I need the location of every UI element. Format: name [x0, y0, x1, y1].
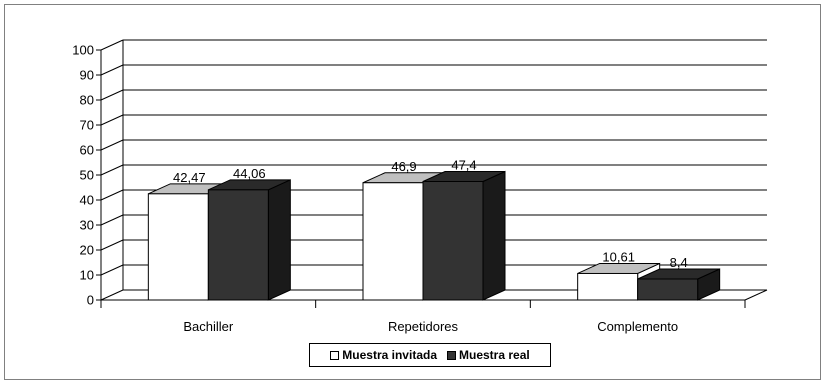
y-tick-label: 30: [80, 218, 94, 233]
x-tick-label: Complemento: [597, 319, 678, 334]
bar-front: [637, 278, 699, 301]
gridline-depth: [100, 89, 124, 101]
y-tick-label: 50: [80, 168, 94, 183]
bar: [207, 179, 291, 301]
data-label: 47,4: [451, 158, 476, 173]
gridline-depth: [100, 64, 124, 76]
x-tick-label: Bachiller: [183, 319, 234, 334]
x-tick-label: Repetidores: [388, 319, 459, 334]
bar-front: [147, 193, 209, 301]
data-label: 44,06: [233, 166, 266, 181]
gridline-depth: [100, 264, 124, 276]
y-tick-label: 20: [80, 243, 94, 258]
bar-side: [267, 179, 291, 301]
legend: Muestra invitada Muestra real: [309, 343, 551, 367]
data-label: 8,4: [670, 255, 688, 270]
data-label: 46,9: [391, 159, 416, 174]
legend-swatch-invitada: [330, 350, 340, 360]
bar: [637, 268, 721, 301]
y-tick-label: 60: [80, 143, 94, 158]
gridline-depth: [100, 164, 124, 176]
gridline-depth: [100, 114, 124, 126]
bar-front: [362, 182, 424, 301]
bar-front: [577, 272, 639, 301]
gridline-depth: [100, 39, 124, 51]
y-tick-label: 100: [72, 43, 94, 58]
legend-swatch-real: [447, 350, 456, 360]
y-tick-label: 70: [80, 118, 94, 133]
bar-side: [482, 170, 506, 301]
y-tick-label: 40: [80, 193, 94, 208]
gridline-depth: [100, 239, 124, 251]
data-label: 10,61: [602, 249, 635, 264]
gridline-depth: [100, 214, 124, 226]
bar: [422, 170, 506, 301]
y-tick-label: 0: [87, 293, 94, 308]
data-label: 42,47: [173, 170, 206, 185]
legend-item-muestra-real: Muestra real: [447, 348, 530, 362]
legend-item-muestra-invitada: Muestra invitada: [330, 348, 437, 362]
gridline-depth: [100, 139, 124, 151]
gridline-depth: [100, 189, 124, 201]
legend-label-invitada: Muestra invitada: [342, 348, 437, 362]
legend-label-real: Muestra real: [459, 348, 530, 362]
y-tick-label: 90: [80, 68, 94, 83]
y-tick-label: 10: [80, 268, 94, 283]
floor-right-edge: [744, 289, 768, 301]
bar-front: [422, 181, 484, 301]
bar-front: [207, 189, 269, 301]
gridline-depth: [100, 289, 124, 301]
y-tick-label: 80: [80, 93, 94, 108]
